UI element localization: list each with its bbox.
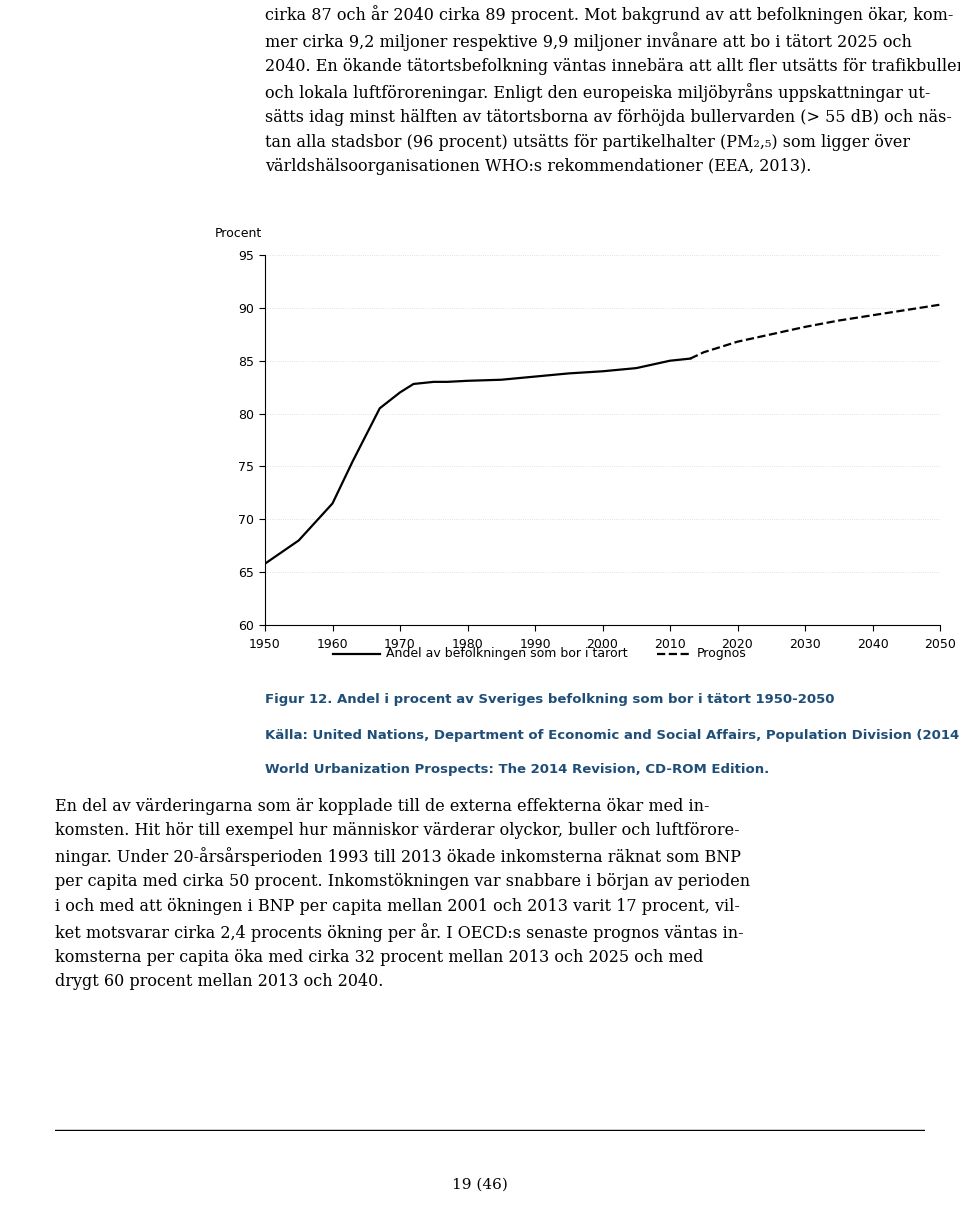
Text: cirka 87 och år 2040 cirka 89 procent. Mot bakgrund av att befolkningen ökar, ko: cirka 87 och år 2040 cirka 89 procent. M… bbox=[265, 5, 960, 175]
Text: Andel av befolkningen som bor i tärort: Andel av befolkningen som bor i tärort bbox=[387, 648, 628, 660]
Text: Källa: United Nations, Department of Economic and Social Affairs, Population Div: Källa: United Nations, Department of Eco… bbox=[265, 729, 960, 742]
Text: Figur 12. Andel i procent av Sveriges befolkning som bor i tätort 1950-2050: Figur 12. Andel i procent av Sveriges be… bbox=[265, 692, 834, 706]
Text: Procent: Procent bbox=[214, 227, 262, 240]
Text: En del av värderingarna som är kopplade till de externa effekterna ökar med in-
: En del av värderingarna som är kopplade … bbox=[55, 798, 750, 991]
Text: World Urbanization Prospects: The 2014 Revision, CD-ROM Edition.: World Urbanization Prospects: The 2014 R… bbox=[265, 763, 769, 776]
Text: 19 (46): 19 (46) bbox=[452, 1178, 508, 1193]
Text: Prognos: Prognos bbox=[697, 648, 747, 660]
